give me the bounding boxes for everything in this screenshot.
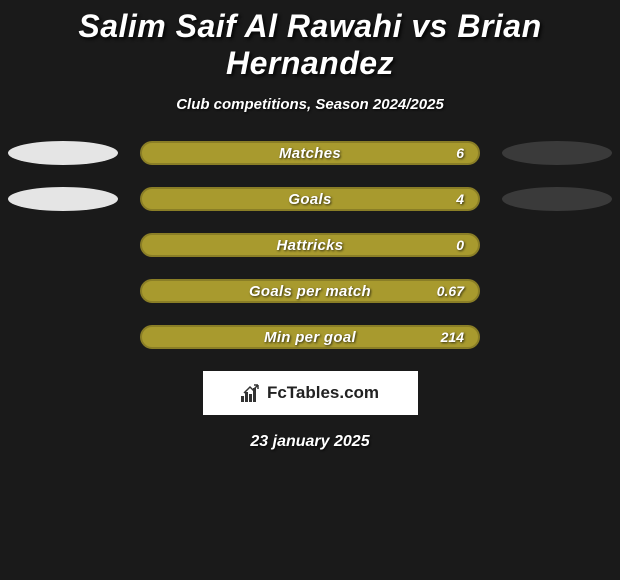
stat-bar: Hattricks 0 <box>140 233 480 257</box>
player2-indicator <box>502 141 612 165</box>
stat-label: Goals <box>288 191 331 208</box>
subtitle: Club competitions, Season 2024/2025 <box>0 96 620 113</box>
stat-value: 6 <box>456 145 464 161</box>
stat-bar: Goals per match 0.67 <box>140 279 480 303</box>
logo-text: FcTables.com <box>267 383 379 403</box>
stat-row: Hattricks 0 <box>0 233 620 257</box>
stat-label: Hattricks <box>277 237 344 254</box>
player2-indicator <box>502 187 612 211</box>
stat-label: Matches <box>279 145 341 162</box>
stat-value: 0 <box>456 237 464 253</box>
player1-indicator <box>8 187 118 211</box>
stat-row: Matches 6 <box>0 141 620 165</box>
stats-area: Matches 6 Goals 4 Hattricks 0 Goals per match 0… <box>0 141 620 349</box>
stat-value: 0.67 <box>437 283 464 299</box>
stat-bar: Min per goal 214 <box>140 325 480 349</box>
player1-indicator <box>8 141 118 165</box>
stat-row: Min per goal 214 <box>0 325 620 349</box>
stat-value: 214 <box>441 329 464 345</box>
stat-label: Goals per match <box>249 283 371 300</box>
stat-bar: Matches 6 <box>140 141 480 165</box>
stat-row: Goals per match 0.67 <box>0 279 620 303</box>
logo-box: FcTables.com <box>203 371 418 415</box>
stat-row: Goals 4 <box>0 187 620 211</box>
comparison-infographic: Salim Saif Al Rawahi vs Brian Hernandez … <box>0 0 620 451</box>
stat-label: Min per goal <box>264 329 356 346</box>
stat-value: 4 <box>456 191 464 207</box>
chart-bars-icon <box>241 384 261 402</box>
page-title: Salim Saif Al Rawahi vs Brian Hernandez <box>0 8 620 82</box>
date-label: 23 january 2025 <box>0 433 620 451</box>
stat-bar: Goals 4 <box>140 187 480 211</box>
